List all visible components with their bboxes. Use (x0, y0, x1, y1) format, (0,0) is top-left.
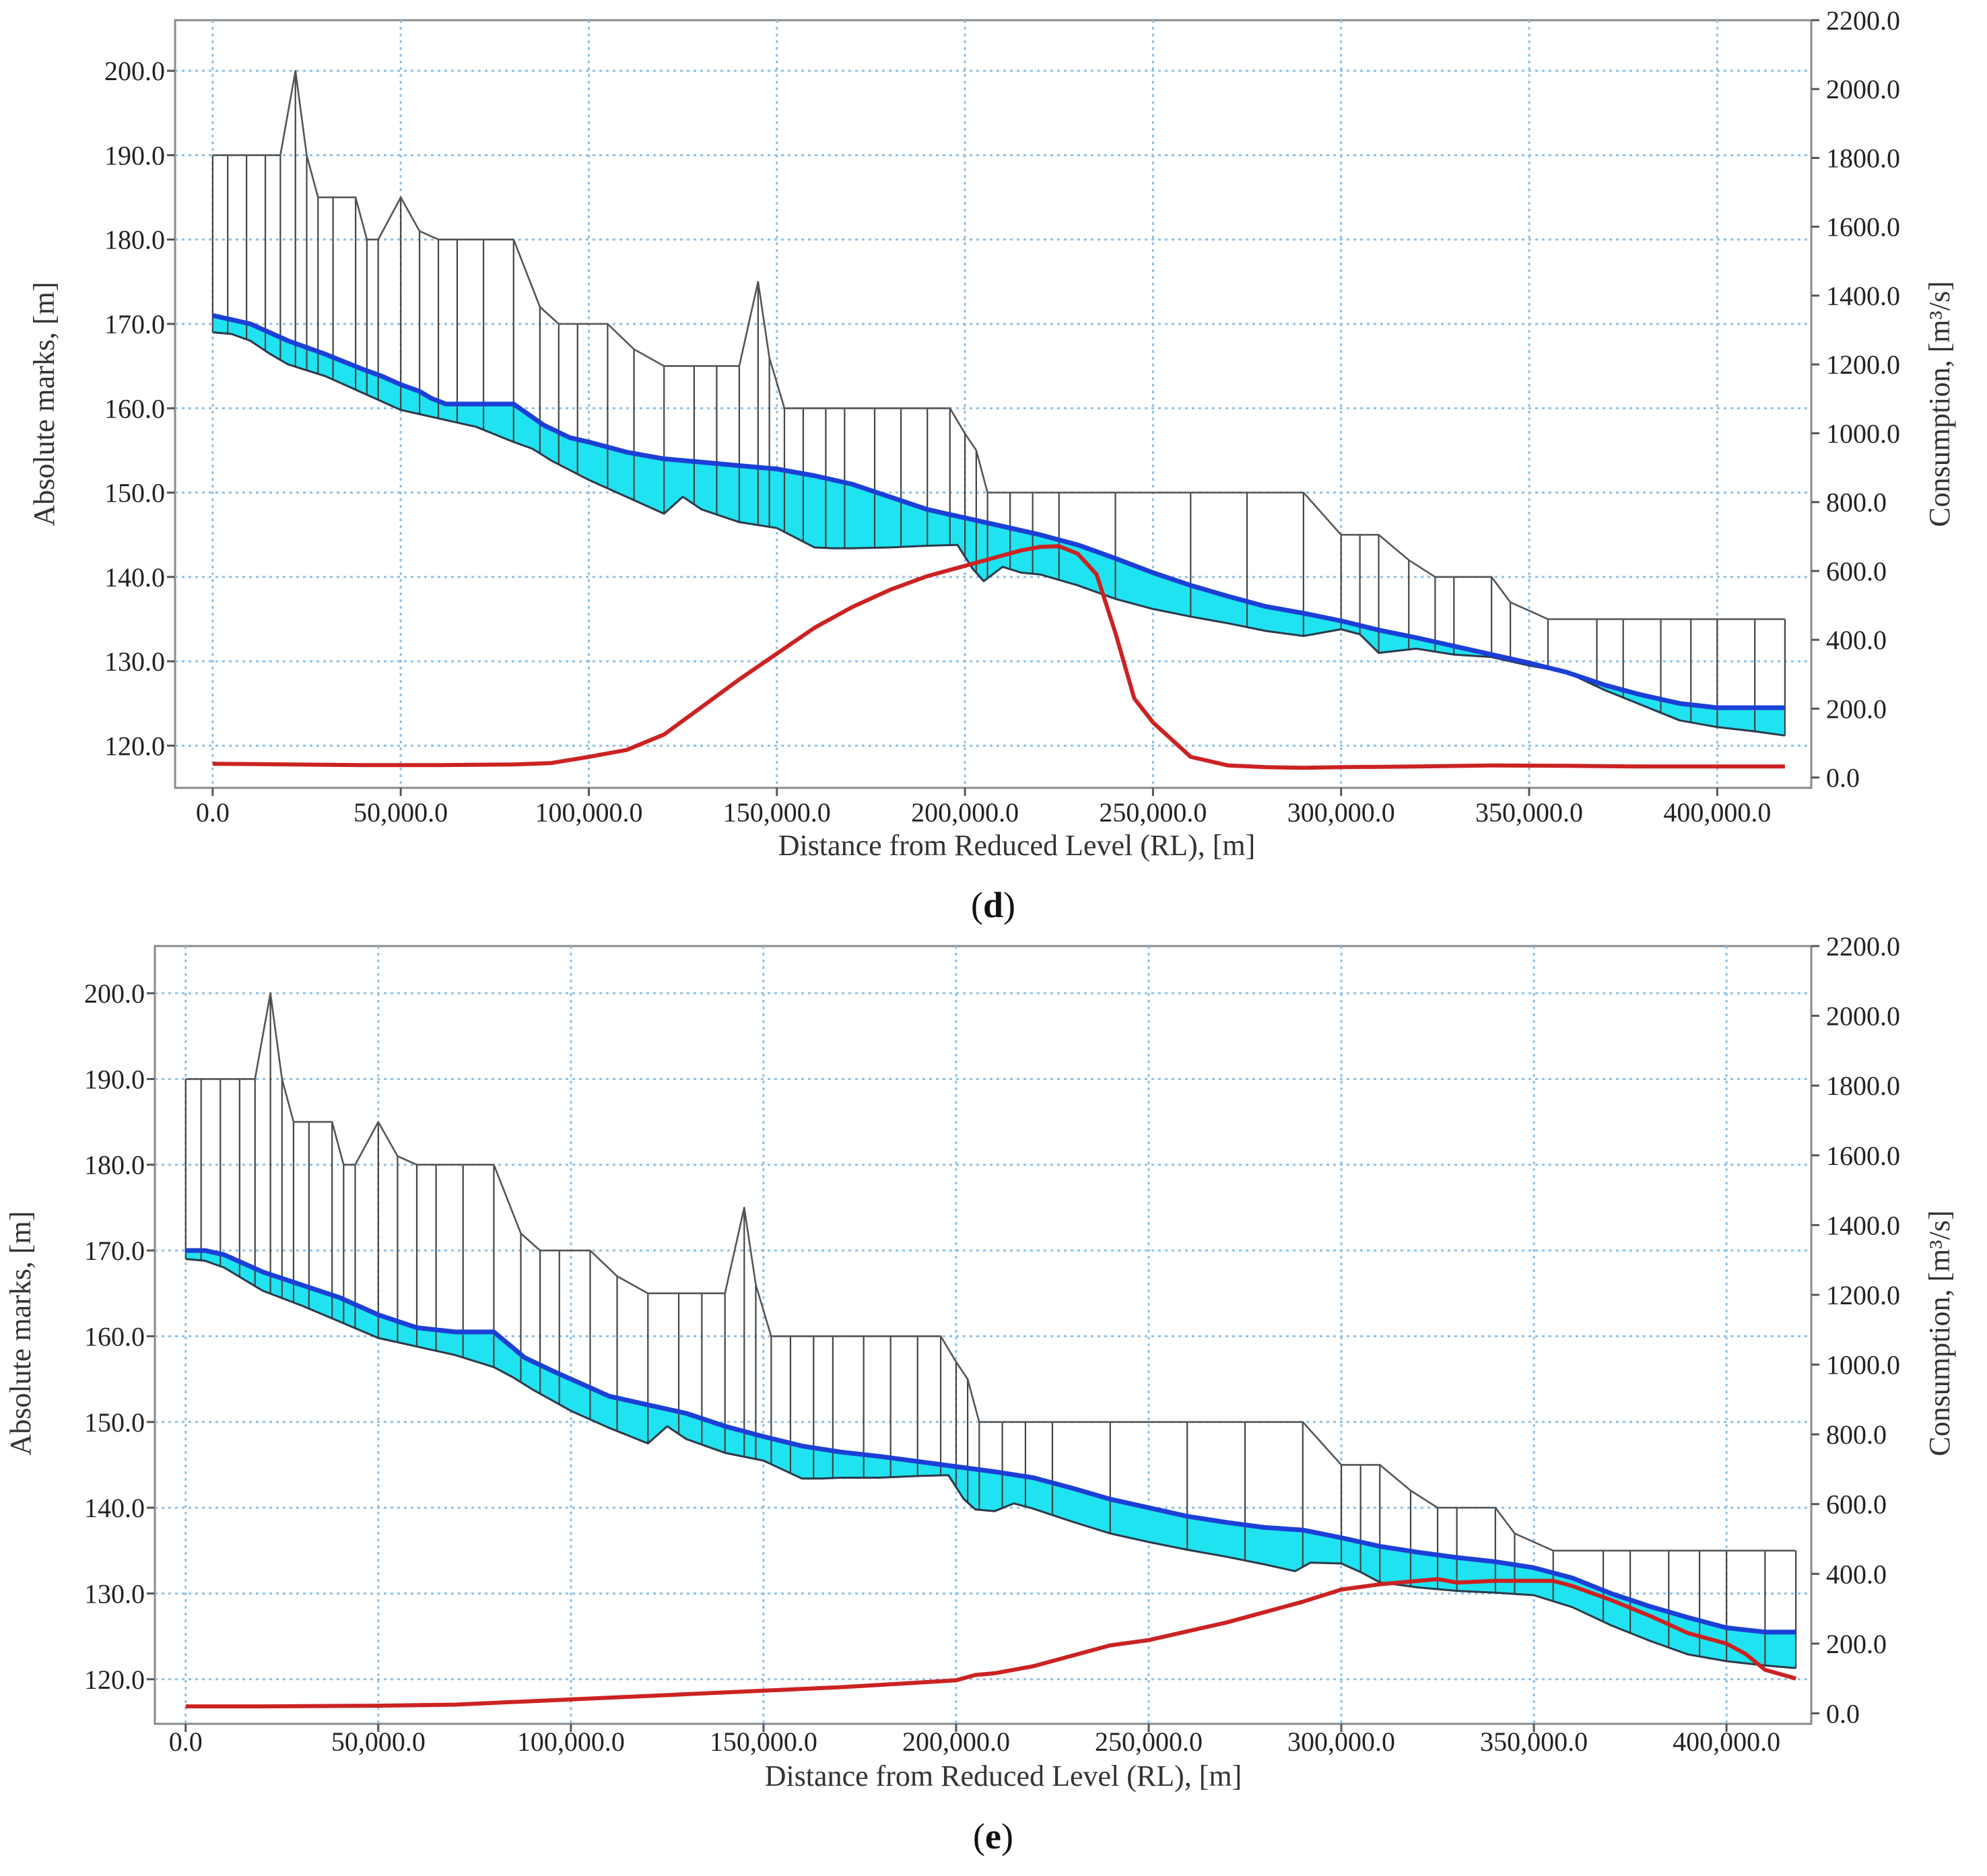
y-right-tick-label: 200.0 (1826, 1629, 1887, 1659)
y-left-tick-label: 140.0 (84, 1493, 145, 1523)
panel-d: 120.0 130.0 140.0 150.0 160.0 170.0 180.0 190.0… (28, 5, 1956, 925)
y-left-tick-label: 180.0 (84, 1150, 145, 1180)
y-left-tick-label: 180.0 (104, 225, 165, 255)
panel-e: 120.0 130.0 140.0 150.0 160.0 170.0 180.0 190.0… (4, 931, 1956, 1856)
y-right-tick-label: 400.0 (1826, 625, 1887, 655)
tick-marks (167, 19, 1819, 796)
y-right-tick-label: 0.0 (1826, 1698, 1860, 1729)
x-axis-label: Distance from Reduced Level (RL), [m] (778, 829, 1256, 862)
y-right-tick-label: 600.0 (1826, 1489, 1887, 1520)
y-left-tick-label: 170.0 (104, 309, 165, 339)
panel-caption: (e) (973, 1816, 1013, 1856)
left-axis-tick-labels: 120.0 130.0 140.0 150.0 160.0 170.0 180.0 190.0… (84, 978, 145, 1695)
x-tick-label: 250,000.0 (1095, 1727, 1203, 1757)
y-left-tick-label: 170.0 (84, 1236, 145, 1266)
left-axis-label: Absolute marks, [m] (28, 282, 61, 527)
right-axis-label: Consumption, [m³/s] (1923, 1210, 1956, 1456)
y-left-tick-label: 150.0 (84, 1407, 145, 1438)
y-right-tick-label: 2000.0 (1826, 74, 1900, 104)
x-axis-label: Distance from Reduced Level (RL), [m] (765, 1760, 1242, 1793)
series-lines (185, 992, 1796, 1709)
y-left-tick-label: 140.0 (104, 562, 165, 593)
y-right-tick-label: 2200.0 (1826, 5, 1900, 36)
water-area (185, 1250, 1796, 1669)
x-tick-label: 400,000.0 (1673, 1727, 1780, 1757)
y-right-tick-label: 600.0 (1826, 556, 1887, 587)
y-right-tick-label: 200.0 (1826, 694, 1887, 724)
consumption-line (212, 544, 1785, 770)
x-tick-label: 150,000.0 (723, 797, 831, 828)
right-axis-label: Consumption, [m³/s] (1923, 281, 1956, 527)
y-right-tick-label: 400.0 (1826, 1559, 1887, 1589)
y-right-tick-label: 2200.0 (1826, 931, 1900, 962)
x-tick-label: 200,000.0 (902, 1727, 1010, 1757)
y-right-tick-label: 1400.0 (1826, 1210, 1900, 1240)
y-right-tick-label: 0.0 (1826, 763, 1860, 793)
water-fill (185, 1250, 1796, 1669)
y-right-tick-label: 1600.0 (1826, 1141, 1900, 1171)
channel-bed-line (212, 331, 1786, 737)
left-axis-label: Absolute marks, [m] (4, 1211, 37, 1456)
y-left-tick-label: 160.0 (104, 393, 165, 424)
water-surface-line (212, 313, 1785, 710)
y-right-tick-label: 1200.0 (1826, 349, 1900, 380)
y-right-tick-label: 1000.0 (1826, 1350, 1900, 1380)
y-right-tick-label: 1400.0 (1826, 281, 1900, 311)
consumption-line (185, 1577, 1796, 1709)
x-tick-label: 300,000.0 (1287, 1727, 1395, 1757)
y-left-tick-label: 120.0 (104, 731, 165, 761)
x-tick-label: 150,000.0 (710, 1727, 817, 1757)
tick-marks (147, 945, 1819, 1732)
water-surface-line (185, 1248, 1796, 1635)
structure-top-line (212, 69, 1785, 620)
cross-section-lines (184, 993, 1797, 1669)
right-axis-tick-labels: 0.0 200.0 400.0 600.0 800.0 1000.0 1200.0 1400.… (1826, 5, 1900, 793)
y-left-tick-label: 130.0 (84, 1578, 145, 1609)
x-axis-tick-labels: 0.0 50,000.0 100,000.0 150,000.0 200,000.0 25… (169, 1727, 1780, 1757)
x-tick-label: 200,000.0 (911, 797, 1019, 828)
y-left-tick-label: 120.0 (84, 1665, 145, 1695)
panel-caption: (d) (971, 885, 1015, 925)
channel-bed-line (185, 1258, 1796, 1669)
x-tick-label: 250,000.0 (1099, 797, 1207, 828)
left-axis-tick-labels: 120.0 130.0 140.0 150.0 160.0 170.0 180.0 190.0… (104, 56, 165, 761)
panel-letter: d (983, 885, 1003, 925)
y-right-tick-label: 1800.0 (1826, 143, 1900, 173)
y-left-tick-label: 200.0 (104, 56, 165, 86)
y-right-tick-label: 800.0 (1826, 488, 1887, 518)
y-left-tick-label: 190.0 (84, 1064, 145, 1094)
x-tick-label: 50,000.0 (353, 797, 448, 828)
x-tick-label: 0.0 (169, 1727, 203, 1757)
x-axis-tick-labels: 0.0 50,000.0 100,000.0 150,000.0 200,000.0 25… (196, 797, 1771, 828)
y-right-tick-label: 1800.0 (1826, 1071, 1900, 1101)
x-tick-label: 50,000.0 (331, 1727, 426, 1757)
y-right-tick-label: 800.0 (1826, 1419, 1887, 1450)
x-tick-label: 350,000.0 (1480, 1727, 1588, 1757)
y-right-tick-label: 1600.0 (1826, 212, 1900, 242)
x-tick-label: 0.0 (196, 797, 230, 828)
panel-letter: e (985, 1816, 1001, 1856)
series-lines (212, 69, 1786, 770)
y-left-tick-label: 130.0 (104, 646, 165, 677)
x-tick-label: 100,000.0 (535, 797, 642, 828)
right-axis-tick-labels: 0.0 200.0 400.0 600.0 800.0 1000.0 1200.0 1400.… (1826, 931, 1900, 1729)
x-tick-label: 100,000.0 (517, 1727, 625, 1757)
y-right-tick-label: 1000.0 (1826, 418, 1900, 448)
y-left-tick-label: 150.0 (104, 478, 165, 508)
y-left-tick-label: 160.0 (84, 1321, 145, 1351)
x-tick-label: 300,000.0 (1287, 797, 1395, 828)
y-right-tick-label: 2000.0 (1826, 1001, 1900, 1032)
y-left-tick-label: 200.0 (84, 978, 145, 1009)
y-left-tick-label: 190.0 (104, 140, 165, 170)
x-tick-label: 400,000.0 (1663, 797, 1771, 828)
structure-top-line (185, 992, 1796, 1552)
x-tick-label: 350,000.0 (1475, 797, 1583, 828)
y-right-tick-label: 1200.0 (1826, 1280, 1900, 1310)
